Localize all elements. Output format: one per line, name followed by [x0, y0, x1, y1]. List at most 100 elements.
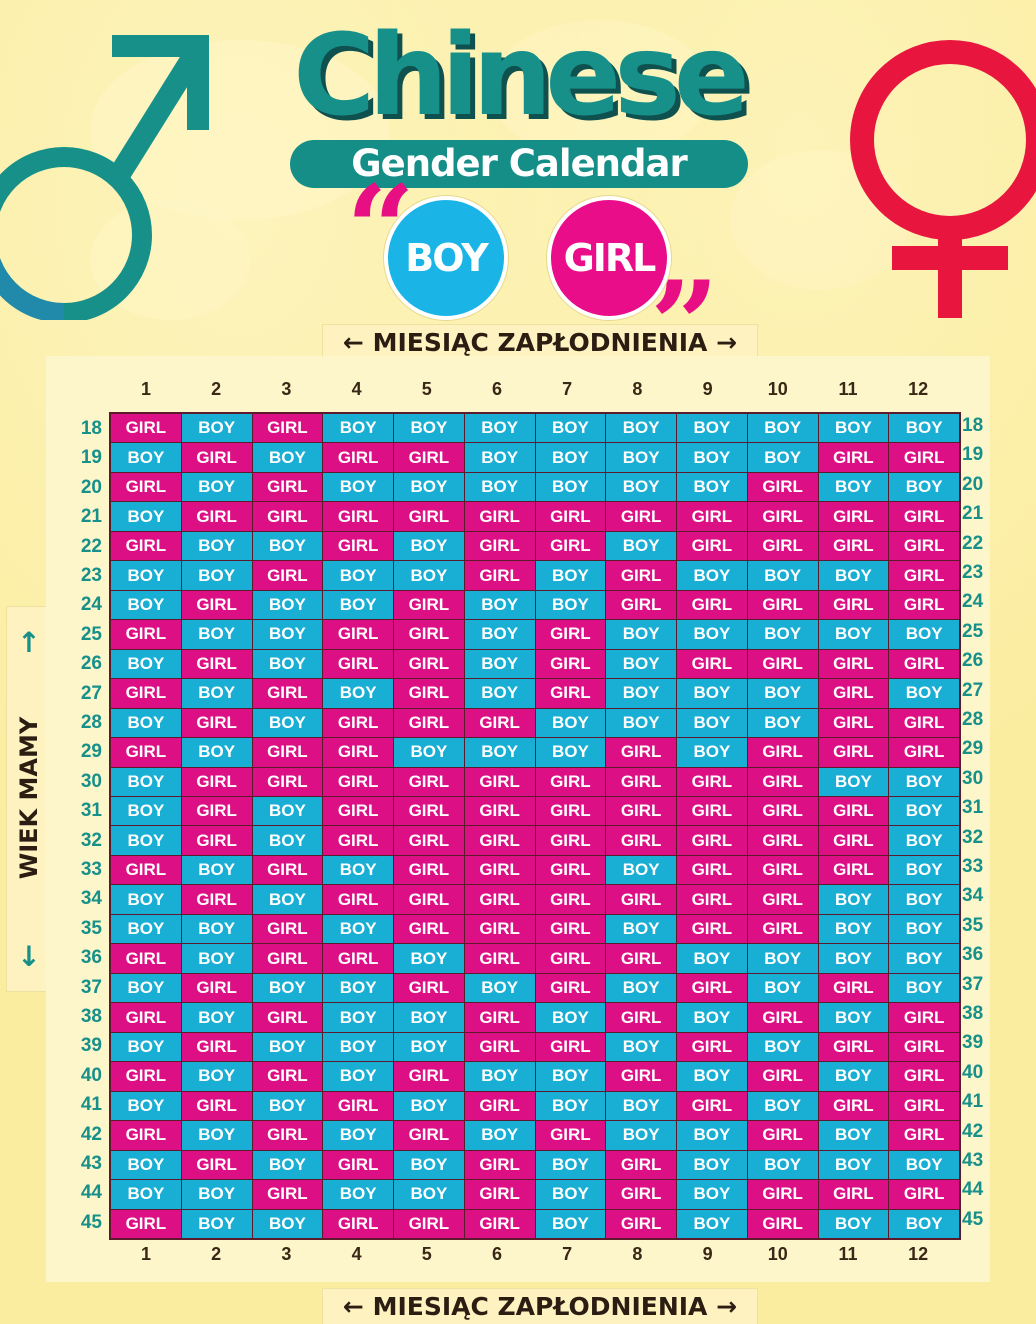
- calendar-cell: GIRL: [394, 708, 464, 738]
- age-label-left: 23: [80, 565, 102, 586]
- calendar-cell: GIRL: [747, 826, 818, 855]
- calendar-cell: BOY: [677, 944, 747, 973]
- calendar-cell: GIRL: [889, 1180, 959, 1209]
- age-label-left: 28: [80, 712, 102, 733]
- age-label-left: 19: [80, 447, 102, 469]
- calendar-cell: BOY: [464, 414, 535, 443]
- age-label-right: 38: [962, 1003, 984, 1024]
- calendar-cell: GIRL: [394, 443, 464, 472]
- calendar-cell: GIRL: [252, 1003, 323, 1032]
- calendar-cell: BOY: [747, 944, 818, 973]
- calendar-cell: GIRL: [606, 1150, 676, 1180]
- age-label-right: 27: [962, 679, 984, 701]
- calendar-cell: GIRL: [535, 914, 606, 944]
- calendar-cell: BOY: [323, 561, 393, 590]
- calendar-cell: GIRL: [181, 1091, 252, 1121]
- calendar-cell: BOY: [181, 1209, 252, 1238]
- calendar-cell: BOY: [747, 1032, 818, 1062]
- calendar-cell: GIRL: [535, 502, 606, 531]
- calendar-cell: BOY: [889, 679, 959, 708]
- age-label-left: 37: [80, 976, 102, 998]
- calendar-cell: GIRL: [323, 944, 393, 973]
- age-axis-label: WIEK MAMY: [15, 716, 43, 880]
- calendar-cell: GIRL: [111, 620, 181, 649]
- calendar-cell: BOY: [394, 1091, 464, 1121]
- age-label-left: 43: [80, 1153, 102, 1174]
- calendar-cell: GIRL: [464, 797, 535, 826]
- calendar-cell: GIRL: [464, 767, 535, 797]
- month-header-top: 9: [702, 379, 713, 399]
- calendar-cell: GIRL: [181, 590, 252, 620]
- calendar-cell: GIRL: [111, 1121, 181, 1150]
- calendar-cell: BOY: [111, 649, 181, 679]
- month-header-bottom: 1: [140, 1244, 151, 1264]
- calendar-cell: GIRL: [818, 708, 889, 738]
- arrow-right-icon: →: [716, 328, 738, 357]
- calendar-cell: GIRL: [677, 826, 747, 855]
- calendar-cell: BOY: [181, 855, 252, 885]
- calendar-cell: GIRL: [677, 531, 747, 561]
- calendar-cell: BOY: [677, 738, 747, 767]
- calendar-cell: GIRL: [464, 1091, 535, 1121]
- arrow-left-icon: ←: [342, 1292, 364, 1321]
- calendar-cell: BOY: [323, 855, 393, 885]
- calendar-cell: GIRL: [747, 1062, 818, 1091]
- calendar-cell: GIRL: [889, 443, 959, 472]
- calendar-cell: BOY: [606, 531, 676, 561]
- calendar-cell: BOY: [323, 472, 393, 502]
- calendar-cell: GIRL: [394, 679, 464, 708]
- age-label-left: 25: [80, 623, 102, 645]
- calendar-cell: GIRL: [677, 502, 747, 531]
- calendar-cell: GIRL: [394, 620, 464, 649]
- calendar-cell: BOY: [464, 1062, 535, 1091]
- calendar-cell: GIRL: [889, 1003, 959, 1032]
- age-label-left: 31: [80, 800, 102, 822]
- calendar-cell: GIRL: [677, 914, 747, 944]
- calendar-cell: GIRL: [677, 590, 747, 620]
- calendar-cell: BOY: [606, 1032, 676, 1062]
- calendar-cell: GIRL: [464, 1003, 535, 1032]
- calendar-cell: GIRL: [889, 738, 959, 767]
- age-label-left: 45: [80, 1211, 102, 1233]
- calendar-cell: GIRL: [747, 797, 818, 826]
- calendar-cell: BOY: [323, 590, 393, 620]
- calendar-cell: BOY: [818, 1062, 889, 1091]
- calendar-cell: GIRL: [464, 826, 535, 855]
- calendar-cell: GIRL: [606, 561, 676, 590]
- age-label-left: 27: [80, 682, 102, 704]
- calendar-cell: BOY: [818, 1003, 889, 1032]
- calendar-cell: BOY: [111, 1150, 181, 1180]
- calendar-cell: GIRL: [818, 443, 889, 472]
- calendar-cell: GIRL: [111, 855, 181, 885]
- calendar-cell: GIRL: [535, 855, 606, 885]
- age-label-right: 41: [962, 1091, 984, 1113]
- calendar-cell: BOY: [111, 826, 181, 855]
- age-label-right: 42: [962, 1120, 984, 1142]
- calendar-cell: GIRL: [252, 855, 323, 885]
- age-label-left: 21: [80, 506, 102, 528]
- calendar-cell: GIRL: [818, 738, 889, 767]
- calendar-cell: GIRL: [535, 1121, 606, 1150]
- calendar-cell: BOY: [818, 1209, 889, 1238]
- calendar-cell: GIRL: [464, 855, 535, 885]
- calendar-cell: GIRL: [606, 1180, 676, 1209]
- calendar-cell: BOY: [111, 1032, 181, 1062]
- calendar-cell: BOY: [181, 1062, 252, 1091]
- age-label-right: 31: [962, 797, 984, 819]
- month-header-top: 3: [281, 379, 292, 399]
- calendar-cell: GIRL: [747, 1209, 818, 1238]
- calendar-cell: GIRL: [181, 1150, 252, 1180]
- calendar-cell: GIRL: [818, 502, 889, 531]
- age-label-left: 33: [80, 859, 102, 880]
- arrow-left-icon: ←: [342, 328, 364, 357]
- month-header-top: 4: [351, 379, 362, 399]
- calendar-cell: BOY: [606, 443, 676, 472]
- age-label-left: 18: [80, 418, 102, 439]
- calendar-cell: GIRL: [606, 797, 676, 826]
- calendar-cell: GIRL: [394, 885, 464, 914]
- calendar-cell: GIRL: [252, 914, 323, 944]
- calendar-cell: BOY: [181, 679, 252, 708]
- month-header-top: 6: [491, 379, 502, 399]
- calendar-cell: GIRL: [181, 826, 252, 855]
- age-label-left: 26: [80, 653, 102, 675]
